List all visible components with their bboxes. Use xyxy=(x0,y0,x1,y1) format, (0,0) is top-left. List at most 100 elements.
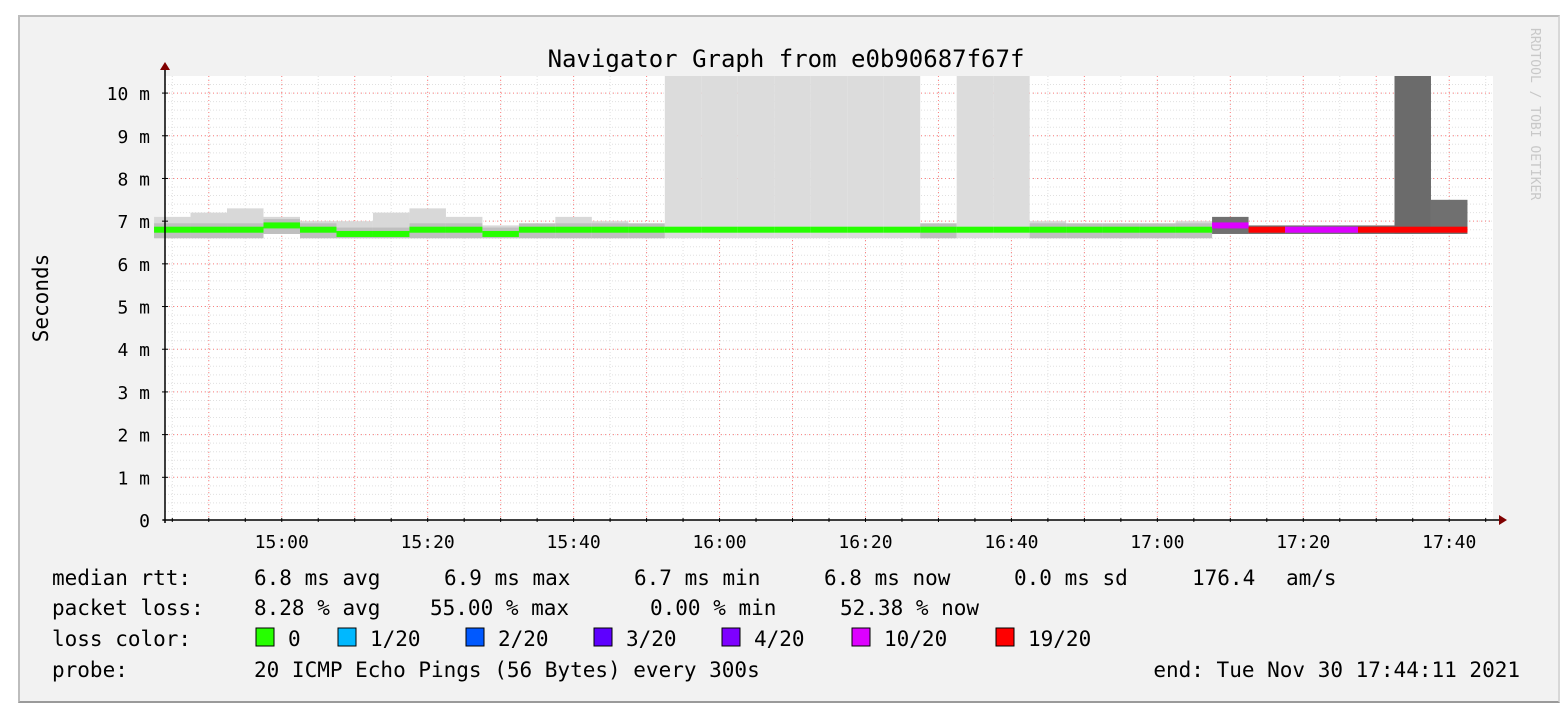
loss-color-legend: 0 1/20 2/20 3/20 4/20 10/20 19/20 xyxy=(255,627,1091,651)
chart-title: Navigator Graph from e0b90687f67f xyxy=(548,45,1025,73)
median-mark xyxy=(1175,226,1213,233)
median-mark xyxy=(1285,226,1322,233)
y-tick-label: 1 m xyxy=(117,468,150,489)
median-mark xyxy=(993,226,1030,233)
median-mark xyxy=(555,226,592,233)
median-mark xyxy=(956,226,994,233)
loss-max: 55.00 % max xyxy=(430,596,569,620)
loss-min: 0.00 % min xyxy=(650,596,776,620)
median-mark xyxy=(591,226,629,233)
median-mark xyxy=(701,226,738,233)
legend-label: 0 xyxy=(288,627,301,651)
rtt-max: 6.9 ms max xyxy=(444,566,570,590)
y-tick-label: 9 m xyxy=(117,127,150,148)
x-tick-label: 17:00 xyxy=(1130,532,1184,553)
x-tick-label: 15:00 xyxy=(255,532,309,553)
smoke-band xyxy=(737,76,775,239)
median-mark xyxy=(299,226,337,233)
end-time: end: Tue Nov 30 17:44:11 2021 xyxy=(1153,658,1520,682)
legend-swatch xyxy=(995,627,1015,647)
y-tick-label: 7 m xyxy=(117,212,150,233)
median-mark xyxy=(1248,226,1286,233)
x-tick-label: 17:20 xyxy=(1276,532,1330,553)
median-mark xyxy=(1358,226,1395,233)
median-mark xyxy=(445,226,483,233)
median-mark xyxy=(920,226,957,233)
legend-label: 19/20 xyxy=(1028,627,1091,651)
y-tick-label: 4 m xyxy=(117,340,150,361)
smoke-band xyxy=(664,76,702,239)
loss-now: 52.38 % now xyxy=(840,596,979,620)
smoke-band xyxy=(993,76,1030,239)
x-tick-label: 16:20 xyxy=(838,532,892,553)
legend-swatch xyxy=(851,627,871,647)
legend-swatch xyxy=(721,627,741,647)
y-tick-label: 3 m xyxy=(117,383,150,404)
rtt-min: 6.7 ms min xyxy=(634,566,760,590)
median-mark xyxy=(190,226,228,233)
rtt-avg: 6.8 ms avg xyxy=(254,566,380,590)
median-mark xyxy=(1321,226,1359,233)
median-mark xyxy=(847,226,884,233)
median-mark xyxy=(409,226,446,233)
y-tick-label: 6 m xyxy=(117,255,150,276)
median-mark xyxy=(482,230,519,237)
legend-swatch xyxy=(255,627,275,647)
y-tick-label: 10 m xyxy=(107,84,150,105)
smoke-band xyxy=(1394,76,1431,234)
median-mark xyxy=(336,230,373,237)
y-tick-labels: 0 1 m 2 m 3 m 4 m 5 m 6 m 7 m 8 m 9 m 10 m xyxy=(107,84,150,532)
median-mark xyxy=(372,230,410,237)
smoke-band xyxy=(956,76,994,239)
median-mark xyxy=(1029,226,1067,233)
legend-label: 3/20 xyxy=(626,627,677,651)
legend-swatch xyxy=(337,627,357,647)
legend-swatch xyxy=(593,627,613,647)
median-mark xyxy=(1430,226,1468,233)
y-tick-label: 8 m xyxy=(117,169,150,190)
y-tick-label: 2 m xyxy=(117,426,150,447)
legend-label: 1/20 xyxy=(370,627,421,651)
x-axis-arrow xyxy=(1499,515,1507,525)
median-layer xyxy=(154,222,1468,237)
smoke-band xyxy=(883,76,921,239)
probe-label: probe: xyxy=(52,658,128,682)
rtt-ams-unit: am/s xyxy=(1286,566,1337,590)
median-mark xyxy=(154,226,191,233)
median-mark xyxy=(883,226,921,233)
loss-color-label: loss color: xyxy=(52,627,191,651)
y-tick-label: 0 xyxy=(139,511,150,532)
median-mark xyxy=(810,226,848,233)
median-mark xyxy=(1212,222,1249,229)
median-mark xyxy=(737,226,775,233)
rtt-label: median rtt: xyxy=(52,566,191,590)
x-tick-labels: 15:00 15:20 15:40 16:00 16:20 16:40 17:00 17:20… xyxy=(255,532,1477,553)
legend-swatch xyxy=(465,627,485,647)
legend-label: 4/20 xyxy=(754,627,805,651)
median-mark xyxy=(1102,226,1140,233)
smoke-band xyxy=(701,76,738,239)
median-mark xyxy=(518,226,556,233)
x-tick-label: 16:40 xyxy=(984,532,1038,553)
legend-label: 2/20 xyxy=(498,627,549,651)
median-mark xyxy=(1394,226,1431,233)
median-mark xyxy=(227,226,264,233)
median-mark xyxy=(1139,226,1176,233)
x-tick-label: 15:20 xyxy=(401,532,455,553)
axes xyxy=(160,62,1507,525)
y-axis-arrow xyxy=(160,62,170,70)
loss-label: packet loss: xyxy=(52,596,204,620)
x-tick-label: 16:00 xyxy=(692,532,746,553)
smoke-band xyxy=(774,76,811,239)
grid xyxy=(165,76,1493,520)
rtt-sd: 0.0 ms sd xyxy=(1014,566,1128,590)
watermark: RRDTOOL / TOBI OETIKER xyxy=(1527,28,1542,200)
y-tick-label: 5 m xyxy=(117,298,150,319)
smoke-band xyxy=(810,76,848,239)
loss-avg: 8.28 % avg xyxy=(254,596,380,620)
median-mark xyxy=(774,226,811,233)
smoke-band xyxy=(847,76,884,239)
y-axis-label: Seconds xyxy=(29,254,53,343)
probe-text: 20 ICMP Echo Pings (56 Bytes) every 300s xyxy=(254,658,760,682)
legend-label: 10/20 xyxy=(884,627,947,651)
